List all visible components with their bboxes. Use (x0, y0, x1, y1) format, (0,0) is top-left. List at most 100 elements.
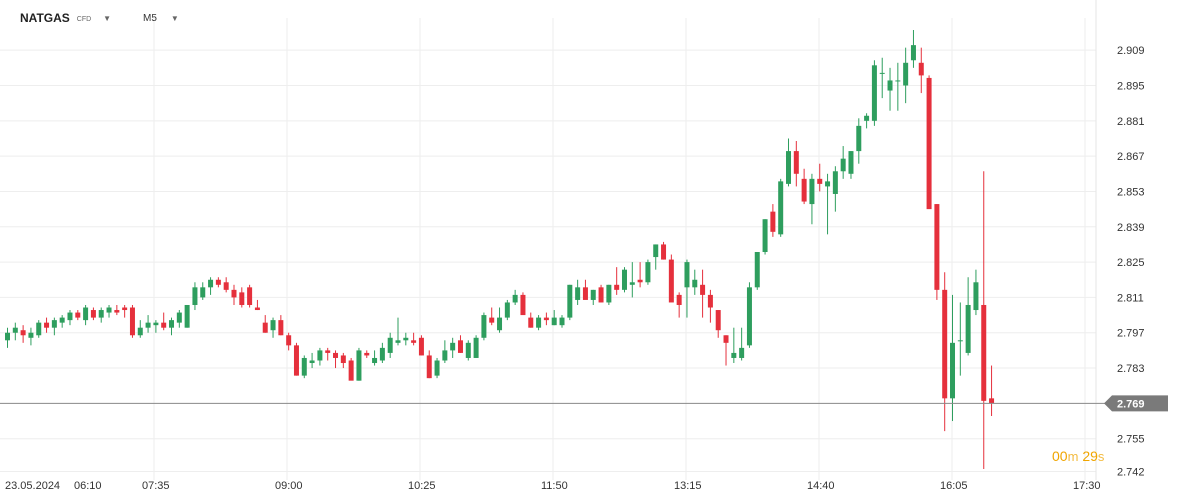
candle (309, 352, 315, 369)
candle-body (325, 350, 331, 353)
candle-body (426, 355, 432, 379)
candle-body (895, 80, 901, 82)
candle (145, 315, 151, 333)
candle (262, 315, 268, 333)
candle (700, 269, 706, 318)
candle (575, 279, 581, 305)
symbol-selector[interactable]: NATGAS CFD ▼ (20, 9, 111, 27)
candle (746, 282, 752, 348)
candle (973, 269, 979, 316)
x-tick-label: 14:40 (807, 480, 835, 492)
candle (364, 350, 370, 358)
candle (528, 312, 534, 328)
candle (770, 204, 776, 237)
candle (254, 299, 260, 311)
symbol-type-badge: CFD (76, 15, 92, 23)
candle (621, 267, 627, 293)
candle (918, 47, 924, 94)
candle-body (621, 269, 627, 290)
candle (871, 60, 877, 126)
candle (239, 287, 245, 308)
candle-body (700, 284, 706, 295)
candle-body (731, 352, 737, 358)
candle-body (51, 320, 57, 328)
candle-body (372, 357, 378, 364)
candle (653, 244, 659, 270)
candle-body (106, 307, 112, 313)
candle-body (504, 302, 510, 318)
candle (67, 310, 73, 326)
candle-body (770, 211, 776, 232)
candle-body (98, 310, 104, 318)
candle (450, 337, 456, 358)
candle-body (12, 327, 18, 333)
y-tick-label: 2.742 (1117, 467, 1145, 479)
timeframe-selector[interactable]: M5 ▼ (143, 9, 179, 27)
candle-body (739, 347, 745, 358)
y-tick-label: 2.895 (1117, 80, 1145, 92)
candle-body (122, 307, 128, 311)
countdown-minutes: 00 (1052, 448, 1068, 464)
candle-body (340, 355, 346, 364)
candle-body (637, 279, 643, 283)
candle (200, 282, 206, 300)
candle (481, 312, 487, 341)
candle (856, 118, 862, 164)
y-tick-label: 2.909 (1117, 45, 1145, 57)
candle-body (481, 315, 487, 338)
candle (411, 332, 417, 346)
current-price-label-bg (1104, 395, 1168, 412)
candle-body (465, 342, 471, 358)
candle-body (75, 312, 81, 318)
candle-body (333, 352, 339, 358)
candle (278, 315, 284, 336)
candle (325, 347, 331, 361)
candle (676, 292, 682, 318)
candle (83, 304, 89, 326)
countdown-minutes-unit: m (1067, 449, 1079, 464)
candle (169, 317, 175, 336)
candle-body (356, 350, 362, 381)
candle (645, 259, 651, 285)
candle-body (83, 307, 89, 321)
y-tick-label: 2.755 (1117, 434, 1145, 446)
candle-body (293, 345, 299, 376)
candle-body (746, 287, 752, 346)
candle (270, 317, 276, 338)
candle (934, 204, 940, 300)
candle (910, 29, 916, 68)
candle-body (989, 398, 995, 404)
symbol-dropdown-chevron-down-icon[interactable]: ▼ (103, 13, 112, 23)
candle-body (442, 350, 448, 361)
candle-body (910, 45, 916, 61)
candle (840, 146, 846, 179)
candle-body (520, 294, 526, 316)
candle (231, 284, 237, 305)
y-tick-label: 2.881 (1117, 116, 1145, 128)
candle (864, 113, 870, 129)
candle (247, 284, 253, 308)
timeframe-dropdown-chevron-down-icon[interactable]: ▼ (170, 13, 179, 23)
candle-body (450, 342, 456, 351)
candle (512, 289, 518, 305)
candle (957, 302, 963, 376)
candle (473, 335, 479, 358)
candle-body (395, 340, 401, 343)
candle (754, 252, 760, 290)
candle (348, 357, 354, 381)
candle-body (856, 125, 862, 152)
candle-body (317, 350, 323, 361)
candle (301, 355, 307, 379)
candle-body (153, 322, 159, 326)
x-tick-label: 13:15 (674, 480, 702, 492)
candle (778, 178, 784, 237)
candle (90, 307, 96, 321)
candle (723, 335, 729, 366)
candle-body (44, 322, 50, 328)
candle-body (5, 332, 10, 341)
candle (333, 350, 339, 369)
y-tick-label: 2.811 (1117, 292, 1144, 304)
candle (825, 173, 831, 235)
candle (637, 262, 643, 288)
